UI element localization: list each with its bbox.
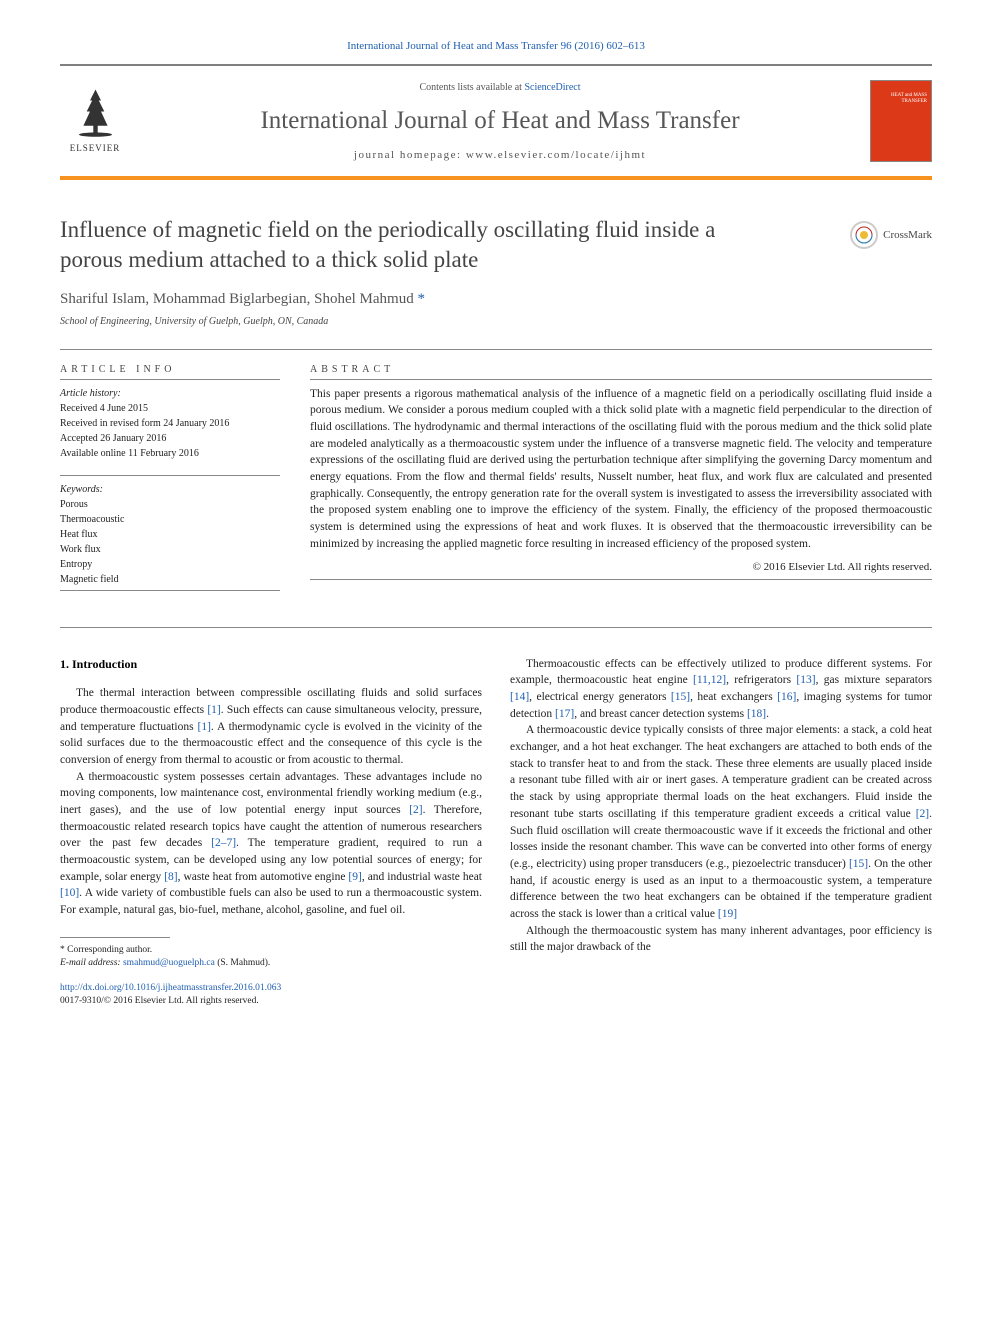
journal-cover-thumbnail: HEAT and MASS TRANSFER	[870, 80, 932, 162]
keyword: Porous	[60, 497, 280, 512]
keyword: Thermoacoustic	[60, 512, 280, 527]
body-two-column: 1. Introduction The thermal interaction …	[60, 656, 932, 1009]
citation-link[interactable]: [2]	[409, 804, 422, 816]
abstract-column: ABSTRACT This paper presents a rigorous …	[310, 364, 932, 597]
citation-link[interactable]: [15]	[671, 691, 690, 703]
citation-link[interactable]: [18]	[747, 708, 766, 720]
text: A thermoacoustic device typically consis…	[510, 724, 932, 819]
citation-link[interactable]: [10]	[60, 887, 79, 899]
body-paragraph: Thermoacoustic effects can be effectivel…	[510, 656, 932, 723]
crossmark-icon	[850, 221, 878, 249]
journal-header-center: Contents lists available at ScienceDirec…	[130, 82, 870, 161]
affiliation: School of Engineering, University of Gue…	[60, 316, 932, 327]
text: , and industrial waste heat	[362, 871, 482, 883]
issn-copyright: 0017-9310/© 2016 Elsevier Ltd. All right…	[60, 995, 482, 1008]
citation-link[interactable]: [1]	[207, 704, 220, 716]
email-link[interactable]: smahmud@uoguelph.ca	[123, 958, 215, 968]
keywords-block: Keywords: Porous Thermoacoustic Heat flu…	[60, 475, 280, 591]
body-paragraph: A thermoacoustic system possesses certai…	[60, 769, 482, 919]
abstract-label: ABSTRACT	[310, 364, 932, 375]
body-paragraph: Although the thermoacoustic system has m…	[510, 923, 932, 956]
citation-link[interactable]: [19]	[718, 908, 737, 920]
journal-header-box: ELSEVIER Contents lists available at Sci…	[60, 64, 932, 180]
section-heading-introduction: 1. Introduction	[60, 656, 482, 673]
keyword: Magnetic field	[60, 572, 280, 587]
abstract-text: This paper presents a rigorous mathemati…	[310, 386, 932, 553]
divider	[60, 590, 280, 591]
homepage-url[interactable]: www.elsevier.com/locate/ijhmt	[466, 149, 646, 161]
author-names: Shariful Islam, Mohammad Biglarbegian, S…	[60, 291, 417, 307]
info-abstract-row: ARTICLE INFO Article history: Received 4…	[60, 364, 932, 597]
keywords-label: Keywords:	[60, 482, 280, 497]
journal-homepage: journal homepage: www.elsevier.com/locat…	[130, 149, 870, 161]
body-paragraph: The thermal interaction between compress…	[60, 685, 482, 768]
authors-line: Shariful Islam, Mohammad Biglarbegian, S…	[60, 291, 932, 308]
body-column-right: Thermoacoustic effects can be effectivel…	[510, 656, 932, 1009]
doi-link[interactable]: http://dx.doi.org/10.1016/j.ijheatmasstr…	[60, 983, 281, 993]
homepage-prefix: journal homepage:	[354, 149, 466, 161]
email-label: E-mail address:	[60, 958, 123, 968]
keyword: Entropy	[60, 557, 280, 572]
elsevier-logo: ELSEVIER	[60, 81, 130, 161]
revised-date: Received in revised form 24 January 2016	[60, 416, 280, 431]
text: . A wide variety of combustible fuels ca…	[60, 887, 482, 916]
citation-link[interactable]: [1]	[197, 721, 210, 733]
history-label: Article history:	[60, 386, 280, 401]
citation-link[interactable]: [13]	[796, 674, 815, 686]
received-date: Received 4 June 2015	[60, 401, 280, 416]
article-history: Article history: Received 4 June 2015 Re…	[60, 386, 280, 461]
text: , refrigerators	[726, 674, 796, 686]
body-divider	[60, 627, 932, 628]
elsevier-label: ELSEVIER	[60, 143, 130, 153]
citation-link[interactable]: [16]	[777, 691, 796, 703]
doi-block: http://dx.doi.org/10.1016/j.ijheatmasstr…	[60, 982, 482, 1009]
corresponding-author-note: * Corresponding author.	[60, 944, 482, 957]
text: .	[766, 708, 769, 720]
text: , gas mixture separators	[816, 674, 932, 686]
citation-link[interactable]: [17]	[555, 708, 574, 720]
citation-link[interactable]: [2–7]	[211, 837, 236, 849]
email-author: (S. Mahmud).	[215, 958, 270, 968]
cover-title-text: HEAT and MASS TRANSFER	[875, 93, 927, 105]
elsevier-tree-icon	[60, 81, 130, 141]
divider	[60, 475, 280, 476]
divider	[310, 379, 932, 380]
crossmark-label: CrossMark	[883, 229, 932, 241]
text: , electrical energy generators	[529, 691, 671, 703]
divider	[60, 379, 280, 380]
accepted-date: Accepted 26 January 2016	[60, 431, 280, 446]
body-paragraph: A thermoacoustic device typically consis…	[510, 722, 932, 922]
contents-prefix: Contents lists available at	[419, 82, 524, 93]
text: , waste heat from automotive engine	[178, 871, 349, 883]
citation-link[interactable]: [8]	[164, 871, 177, 883]
article-info-label: ARTICLE INFO	[60, 364, 280, 375]
article-title: Influence of magnetic field on the perio…	[60, 215, 780, 275]
contents-available-line: Contents lists available at ScienceDirec…	[130, 82, 870, 93]
citation-link[interactable]: [11,12]	[693, 674, 726, 686]
article-info-column: ARTICLE INFO Article history: Received 4…	[60, 364, 280, 597]
corresponding-author-mark: *	[417, 291, 425, 307]
citation-link[interactable]: [9]	[348, 871, 361, 883]
text: , heat exchangers	[690, 691, 777, 703]
email-line: E-mail address: smahmud@uoguelph.ca (S. …	[60, 957, 482, 970]
online-date: Available online 11 February 2016	[60, 446, 280, 461]
citation-link[interactable]: [2]	[916, 808, 929, 820]
keyword: Heat flux	[60, 527, 280, 542]
sciencedirect-link[interactable]: ScienceDirect	[524, 82, 580, 93]
corresponding-footnote: * Corresponding author. E-mail address: …	[60, 944, 482, 971]
citation-link[interactable]: [14]	[510, 691, 529, 703]
citation-link[interactable]: [15]	[849, 858, 868, 870]
keyword: Work flux	[60, 542, 280, 557]
body-column-left: 1. Introduction The thermal interaction …	[60, 656, 482, 1009]
crossmark-badge[interactable]: CrossMark	[850, 221, 932, 249]
text: , and breast cancer detection systems	[574, 708, 747, 720]
divider	[310, 579, 932, 580]
header-citation: International Journal of Heat and Mass T…	[60, 40, 932, 52]
abstract-copyright: © 2016 Elsevier Ltd. All rights reserved…	[310, 561, 932, 573]
divider	[60, 349, 932, 350]
footnote-divider	[60, 937, 170, 938]
journal-title: International Journal of Heat and Mass T…	[130, 107, 870, 135]
